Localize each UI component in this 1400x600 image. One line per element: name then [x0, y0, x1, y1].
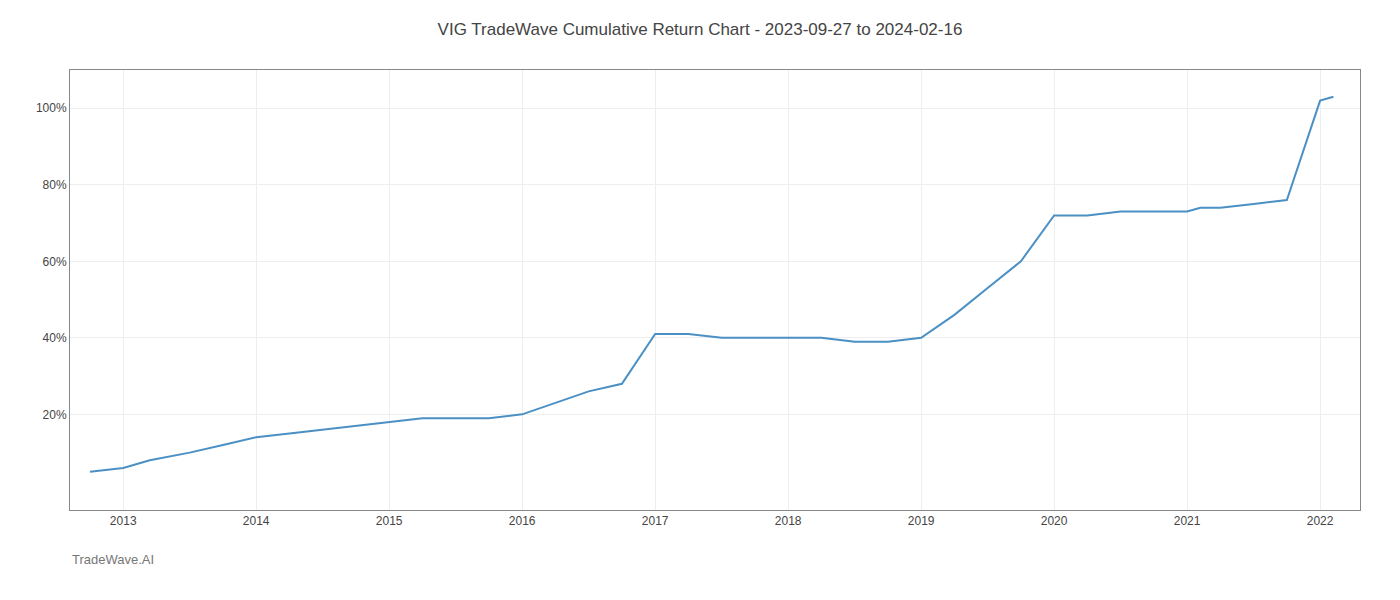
- svg-text:2015: 2015: [376, 514, 403, 528]
- svg-text:40%: 40%: [43, 331, 67, 345]
- svg-text:TradeWave.AI: TradeWave.AI: [72, 552, 154, 567]
- svg-text:2017: 2017: [642, 514, 669, 528]
- svg-text:2019: 2019: [908, 514, 935, 528]
- svg-text:VIG TradeWave Cumulative Retur: VIG TradeWave Cumulative Return Chart - …: [438, 20, 963, 39]
- svg-text:2021: 2021: [1174, 514, 1201, 528]
- svg-text:20%: 20%: [43, 408, 67, 422]
- svg-text:60%: 60%: [43, 254, 67, 268]
- svg-text:2016: 2016: [509, 514, 536, 528]
- svg-text:2020: 2020: [1041, 514, 1068, 528]
- svg-text:2013: 2013: [110, 514, 137, 528]
- svg-text:2018: 2018: [775, 514, 802, 528]
- svg-text:100%: 100%: [36, 101, 67, 115]
- svg-text:2022: 2022: [1307, 514, 1334, 528]
- svg-text:2014: 2014: [243, 514, 270, 528]
- svg-text:80%: 80%: [43, 178, 67, 192]
